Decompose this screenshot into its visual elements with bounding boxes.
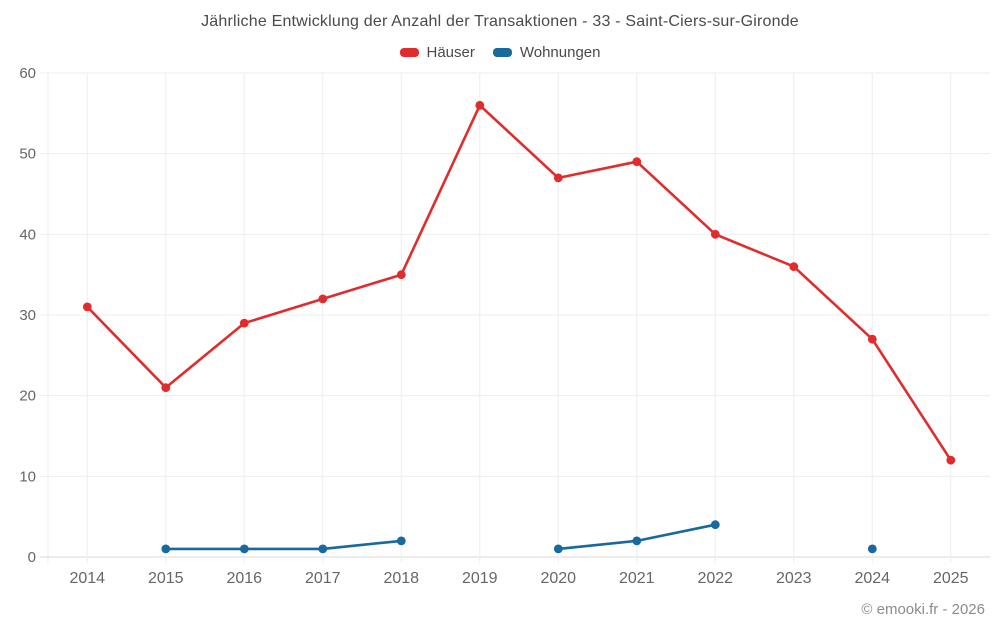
series-line-wohnungen [164, 539, 403, 551]
legend-swatch-hauser [399, 48, 419, 57]
data-point-wohnungen[interactable] [710, 520, 720, 530]
y-tick-label: 30 [19, 307, 36, 324]
chart-legend: Häuser Wohnungen [0, 44, 1000, 61]
data-point-hauser[interactable] [789, 262, 799, 271]
chart-title: Jährliche Entwicklung der Anzahl der Tra… [201, 13, 799, 30]
x-tick-label: 2016 [226, 570, 262, 587]
y-tick-label: 60 [19, 65, 36, 82]
series-line-hauser [86, 104, 953, 462]
x-tick-label: 2015 [148, 570, 184, 587]
x-tick-label: 2022 [697, 570, 733, 587]
data-point-hauser[interactable] [161, 383, 171, 392]
data-point-hauser[interactable] [553, 173, 563, 183]
data-point-hauser[interactable] [396, 270, 406, 280]
x-tick-label: 2020 [540, 570, 576, 587]
data-point-wohnungen[interactable] [553, 544, 563, 554]
data-point-hauser[interactable] [632, 157, 642, 167]
legend-label: Häuser [426, 44, 475, 61]
y-tick-label: 20 [19, 388, 36, 405]
footer-credit: © emooki.fr - 2026 [861, 601, 985, 618]
legend-item-wohnungen[interactable]: Wohnungen [492, 44, 601, 61]
y-tick-label: 50 [19, 146, 36, 163]
data-point-wohnungen[interactable] [239, 544, 249, 554]
x-tick-label: 2021 [619, 570, 655, 587]
x-tick-label: 2023 [776, 570, 812, 587]
legend-item-hauser[interactable]: Häuser [399, 44, 475, 61]
legend-swatch-wohnungen [492, 48, 512, 57]
data-point-hauser[interactable] [946, 455, 956, 465]
data-point-wohnungen[interactable] [867, 544, 877, 554]
data-point-hauser[interactable] [475, 100, 485, 110]
x-tick-label: 2014 [69, 570, 105, 587]
x-tick-label: 2024 [854, 570, 890, 587]
data-point-hauser[interactable] [318, 294, 328, 304]
legend-label: Wohnungen [519, 44, 601, 61]
y-tick-label: 10 [19, 468, 36, 485]
data-point-wohnungen[interactable] [161, 544, 171, 554]
data-point-wohnungen[interactable] [632, 536, 642, 546]
data-point-wohnungen[interactable] [318, 544, 328, 554]
x-tick-label: 2019 [462, 570, 498, 587]
data-point-hauser[interactable] [82, 302, 92, 312]
x-tick-label: 2018 [383, 570, 419, 587]
y-tick-label: 0 [28, 549, 36, 566]
x-tick-label: 2017 [305, 570, 341, 587]
y-tick-label: 40 [19, 226, 36, 243]
data-point-wohnungen[interactable] [396, 536, 406, 546]
data-point-hauser[interactable] [239, 318, 249, 328]
x-tick-label: 2025 [933, 570, 969, 587]
data-point-hauser[interactable] [867, 334, 877, 344]
data-point-hauser[interactable] [710, 229, 720, 239]
